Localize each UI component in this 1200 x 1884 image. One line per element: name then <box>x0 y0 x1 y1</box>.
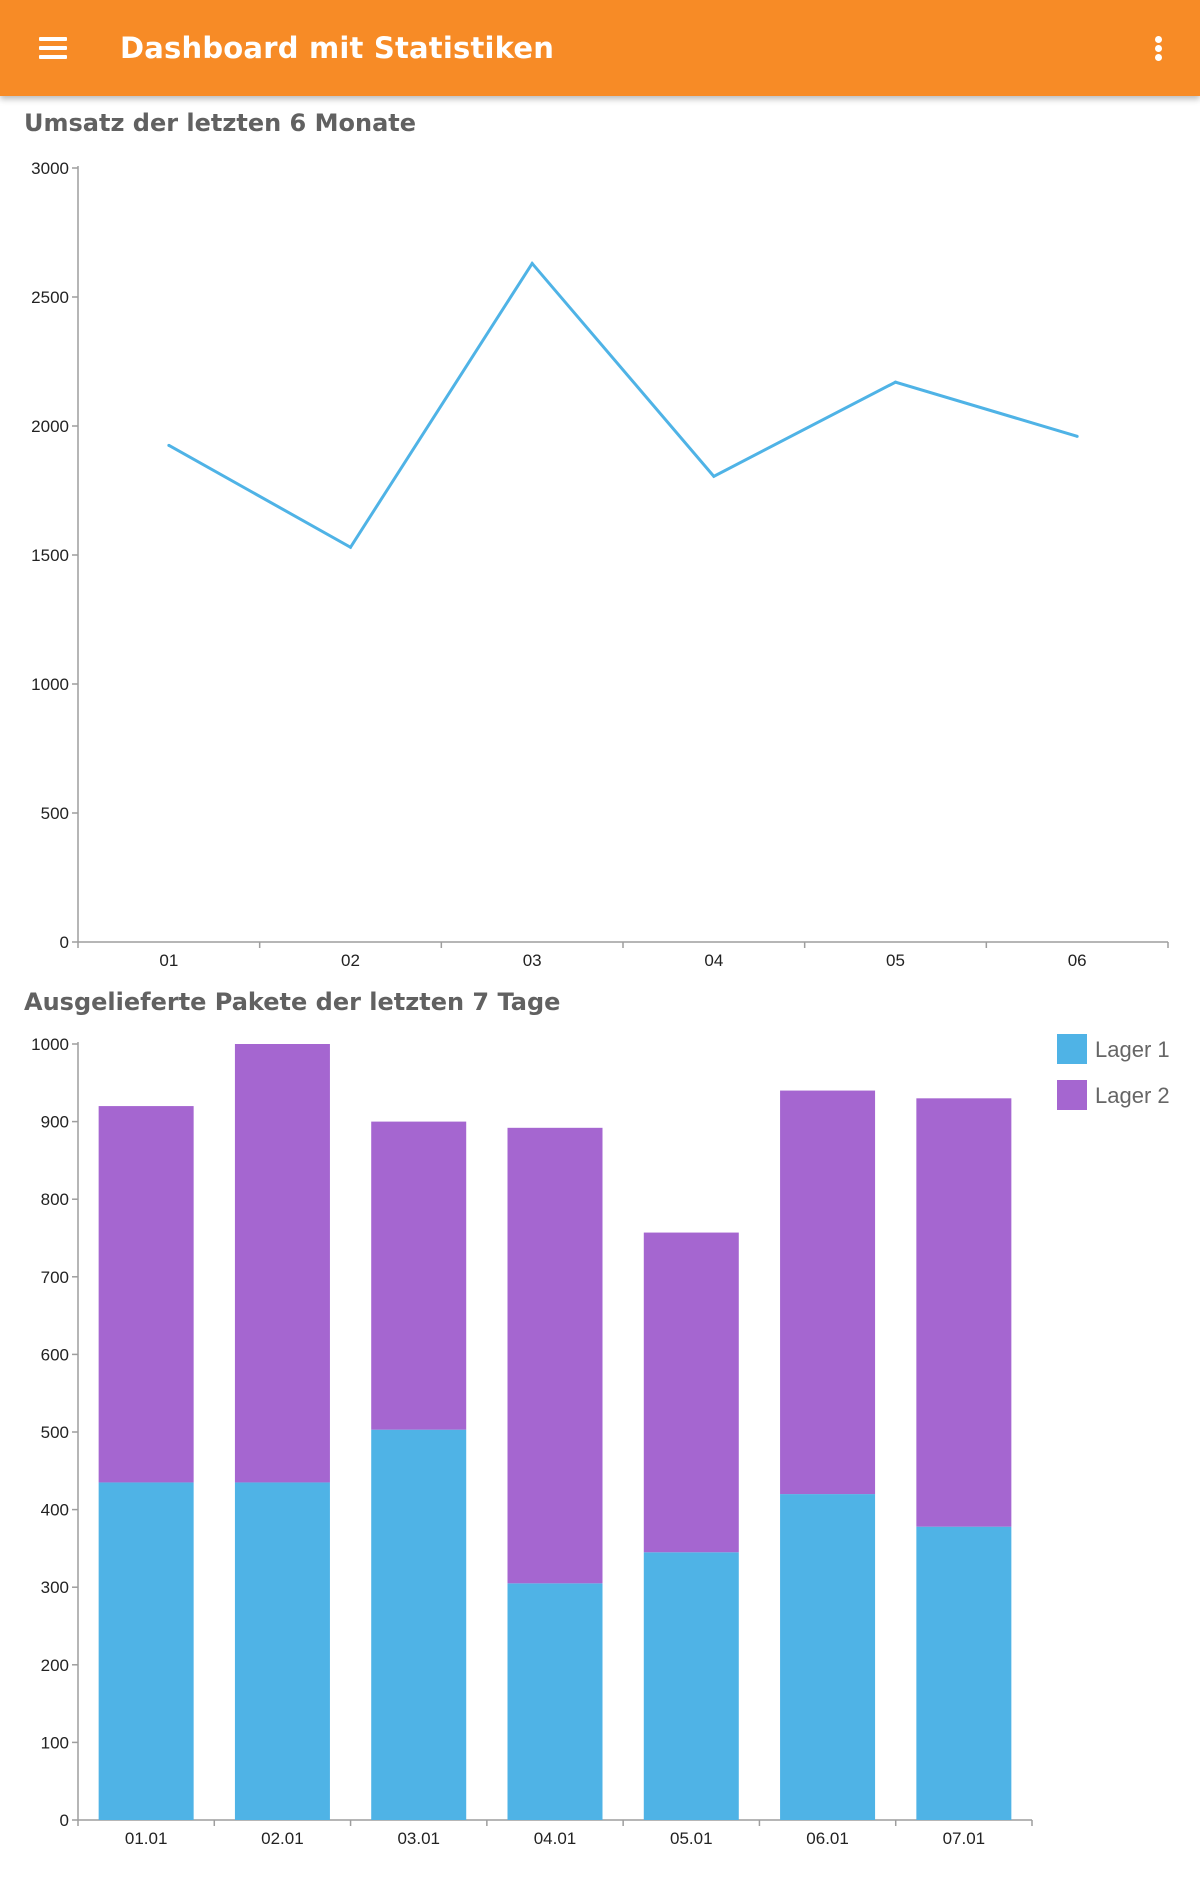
y-tick-label: 1500 <box>31 546 69 565</box>
revenue-chart-title: Umsatz der letzten 6 Monate <box>24 109 417 137</box>
data-point <box>530 261 534 265</box>
y-tick-label: 300 <box>41 1578 69 1597</box>
y-tick-label: 500 <box>41 804 69 823</box>
bar-lager-2 <box>234 1044 330 1483</box>
revenue-line-chart: 0 500 1000 1500 2000 2500 3000 01 02 03 04 05 06 <box>31 159 1169 970</box>
bar-lager-2 <box>98 1106 194 1483</box>
x-tick-label: 04.01 <box>534 1829 577 1848</box>
x-tick-label: 05.01 <box>670 1829 713 1848</box>
data-point <box>1075 434 1079 438</box>
bar-lager-1 <box>234 1482 330 1820</box>
x-tick-label: 07.01 <box>943 1829 986 1848</box>
bar-lager-2 <box>371 1121 467 1430</box>
y-tick-label: 600 <box>41 1345 69 1364</box>
y-tick-label: 1000 <box>31 1035 69 1054</box>
x-tick-label: 06.01 <box>806 1829 849 1848</box>
y-tick-label: 400 <box>41 1501 69 1520</box>
bar-lager-1 <box>780 1494 876 1820</box>
bar-lager-1 <box>643 1552 739 1820</box>
hamburger-menu-icon[interactable] <box>36 32 72 64</box>
x-tick-label: 03.01 <box>397 1829 440 1848</box>
bar-lager-1 <box>916 1526 1012 1820</box>
y-tick-label: 800 <box>41 1190 69 1209</box>
y-tick-label: 0 <box>60 933 69 952</box>
more-vert-icon[interactable] <box>1140 28 1176 68</box>
app-title: Dashboard mit Statistiken <box>120 31 555 65</box>
bar-lager-2 <box>780 1090 876 1495</box>
y-tick-label: 0 <box>60 1811 69 1830</box>
y-tick-label: 700 <box>41 1268 69 1287</box>
y-tick-label: 100 <box>41 1733 69 1752</box>
y-tick-label: 900 <box>41 1113 69 1132</box>
bar-lager-2 <box>643 1232 739 1553</box>
bar-lager-1 <box>507 1583 603 1820</box>
y-tick-label: 2500 <box>31 288 69 307</box>
data-point <box>167 443 171 447</box>
bar-lager-1 <box>98 1482 194 1820</box>
bar-lager-2 <box>507 1127 603 1584</box>
bar-lager-1 <box>371 1429 467 1820</box>
y-tick-label: 2000 <box>31 417 69 436</box>
legend-label: Lager 2 <box>1095 1083 1170 1108</box>
x-tick-label: 01 <box>159 951 178 970</box>
y-tick-label: 1000 <box>31 675 69 694</box>
data-point <box>712 474 716 478</box>
x-tick-label: 01.01 <box>125 1829 168 1848</box>
legend-label: Lager 1 <box>1095 1037 1170 1062</box>
revenue-series-line <box>168 260 1078 550</box>
legend-swatch <box>1057 1080 1087 1110</box>
bar-lager-2 <box>916 1098 1012 1527</box>
x-tick-label: 04 <box>704 951 723 970</box>
x-tick-label: 02.01 <box>261 1829 304 1848</box>
packages-chart-title: Ausgelieferte Pakete der letzten 7 Tage <box>24 988 561 1016</box>
x-tick-label: 02 <box>341 951 360 970</box>
legend-swatch <box>1057 1034 1087 1064</box>
x-tick-label: 06 <box>1068 951 1087 970</box>
app-bar: Dashboard mit Statistiken <box>0 0 1200 96</box>
data-point <box>894 380 897 384</box>
data-point <box>349 545 352 549</box>
y-tick-label: 200 <box>41 1656 69 1675</box>
packages-bar-chart: 0 100 200 300 400 500 600 700 800 900 1000 01.01 02.… <box>31 1034 1170 1848</box>
y-tick-label: 3000 <box>31 159 69 178</box>
x-tick-label: 03 <box>523 951 542 970</box>
x-tick-label: 05 <box>886 951 905 970</box>
y-tick-label: 500 <box>41 1423 69 1442</box>
